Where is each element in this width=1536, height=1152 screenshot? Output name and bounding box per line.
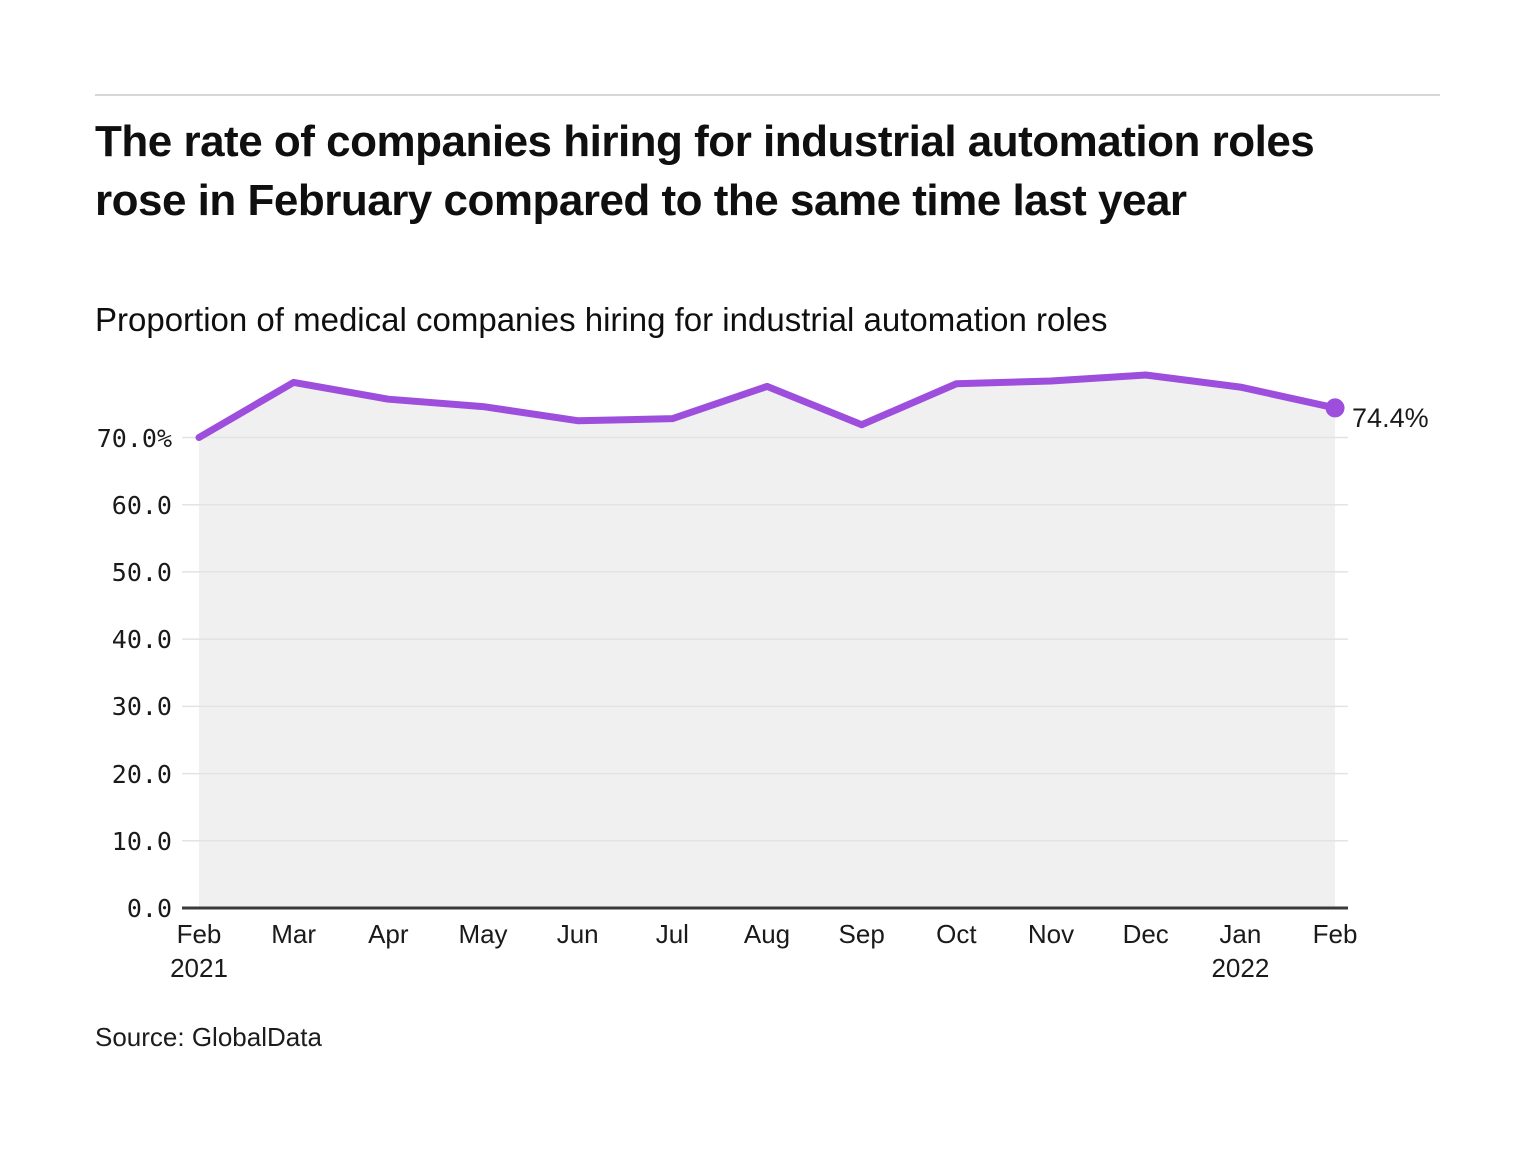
x-tick-label: Feb [176,919,222,949]
page-title: The rate of companies hiring for industr… [95,117,1315,225]
data-line [195,371,1339,442]
x-tick-year-label: 2021 [170,953,228,983]
chart-subtitle: Proportion of medical companies hiring f… [95,301,1108,338]
top-divider [95,94,1440,96]
y-tick-label: 50.0 [111,557,172,587]
x-tick-label: Sep [838,919,885,949]
y-tick-label: 10.0 [111,826,172,856]
x-tick-label: Apr [368,919,409,949]
y-tick-label: 30.0 [111,692,172,722]
last-point-value-label: 74.4% [1352,402,1429,433]
last-point-marker [1325,398,1345,418]
x-tick-label: Jun [556,919,599,949]
y-tick-label: 0.0 [126,894,172,923]
y-tick-label: 60.0 [111,490,172,520]
y-tick-label: 20.0 [111,759,172,789]
x-tick-label: Dec [1122,919,1169,949]
x-tick-label: Nov [1027,919,1075,949]
x-tick-label: Mar [271,919,317,949]
x-tick-label: Jul [655,919,689,949]
y-tick-label: 40.0 [111,625,172,655]
area-fill [199,374,1336,908]
x-tick-year-label: 2022 [1211,953,1270,983]
x-tick-label: Oct [936,919,977,949]
x-tick-label: Feb [1312,919,1358,949]
source-attribution: Source: GlobalData [95,1022,322,1052]
x-tick-label: Jan [1219,919,1262,949]
x-tick-label: May [458,919,508,949]
x-tick-label: Aug [743,919,791,949]
y-tick-label: 70.0% [96,423,172,453]
